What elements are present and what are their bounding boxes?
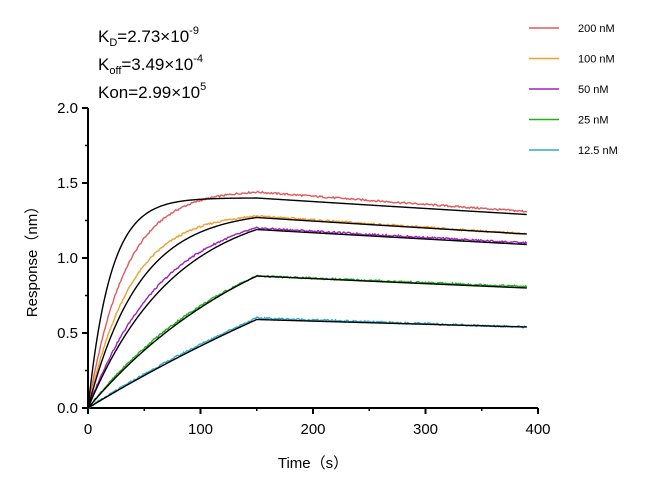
kinetics-annotation: KD=2.73×10-9 Koff=3.49×10-4 Kon=2.99×105	[98, 25, 206, 102]
observed-series-line	[87, 316, 527, 409]
x-tick-label: 400	[525, 421, 550, 438]
x-tick-label: 300	[413, 421, 438, 438]
y-tick-label: 1.5	[57, 175, 78, 192]
fit-curve-line	[87, 216, 527, 409]
fit-curve-line	[87, 318, 527, 409]
fit-curve-line	[87, 197, 527, 409]
legend: 200 nM 100 nM 50 nM 25 nM 12.5 nM	[529, 23, 618, 157]
series-layer	[87, 190, 528, 409]
x-axis-title: Time（s）	[278, 455, 348, 472]
y-axis-title: Response（nm）	[24, 199, 41, 317]
fit-curve-line	[87, 275, 527, 409]
y-tick-label: 2.0	[57, 100, 78, 117]
legend-label: 25 nM	[578, 115, 609, 127]
x-tick-label: 100	[188, 421, 213, 438]
y-tick-label: 1.0	[57, 250, 78, 267]
legend-label: 200 nM	[578, 23, 615, 35]
koff-text: Koff=3.49×10-4	[98, 53, 203, 77]
legend-label: 12.5 nM	[578, 145, 618, 157]
observed-series-line	[87, 190, 527, 409]
kd-text: KD=2.73×10-9	[98, 25, 199, 49]
legend-label: 100 nM	[578, 54, 615, 66]
legend-label: 50 nM	[578, 84, 609, 96]
observed-series-line	[87, 214, 527, 409]
fit-curve-line	[87, 228, 527, 409]
x-tick-label: 0	[84, 421, 92, 438]
kon-text: Kon=2.99×105	[98, 81, 206, 102]
y-tick-label: 0.0	[57, 400, 78, 417]
axes: 0.0 0.5 1.0 1.5 2.0 0 100 200 300 400	[57, 100, 550, 438]
x-tick-label: 200	[300, 421, 325, 438]
y-tick-label: 0.5	[57, 325, 78, 342]
